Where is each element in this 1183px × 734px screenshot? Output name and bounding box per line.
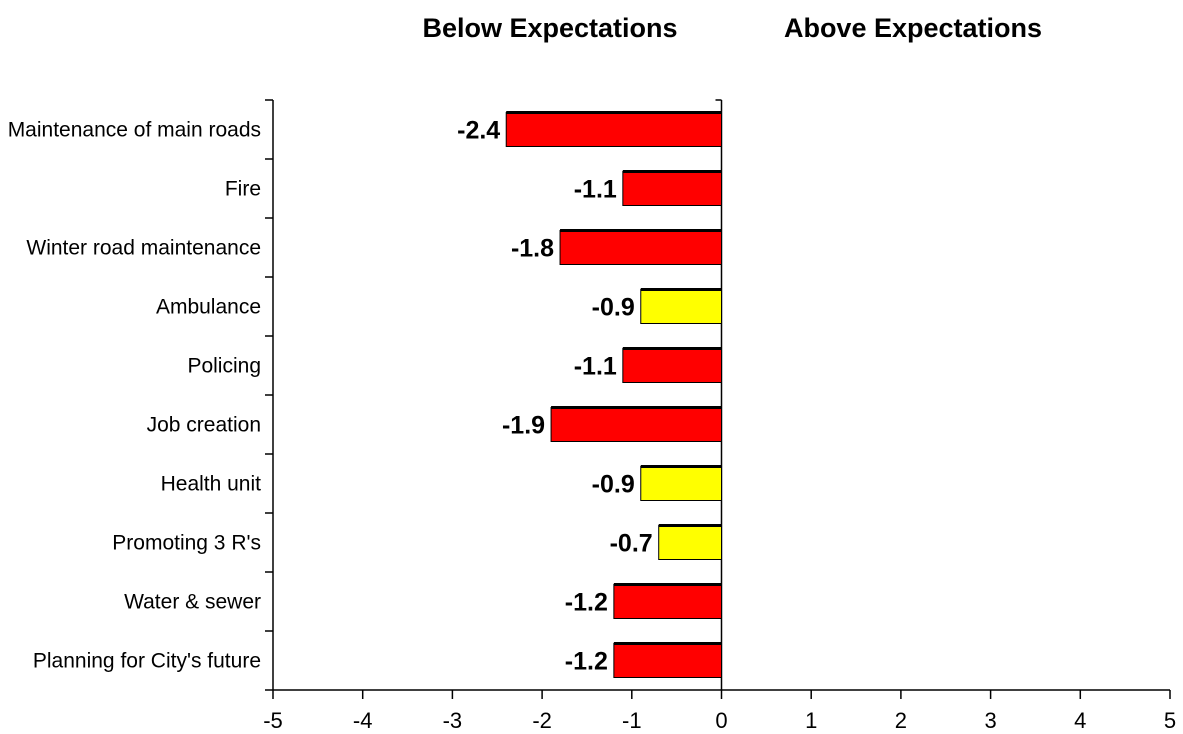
bar (550, 407, 722, 442)
bar-value-label: -0.9 (592, 471, 635, 499)
category-label: Promoting 3 R's (112, 532, 261, 555)
category-label: Job creation (147, 414, 261, 437)
x-tick-label: 3 (984, 708, 996, 733)
category-label: Winter road maintenance (26, 237, 261, 260)
bar (640, 466, 723, 501)
bar (658, 525, 723, 560)
bar (505, 112, 722, 147)
category-label: Health unit (161, 473, 262, 496)
x-tick-label: 1 (805, 708, 817, 733)
category-label: Maintenance of main roads (8, 119, 261, 142)
x-tick-label: -5 (263, 708, 283, 733)
header-below-expectations: Below Expectations (422, 13, 677, 43)
category-label: Policing (187, 355, 261, 378)
bar-value-label: -0.9 (592, 294, 635, 322)
bar (622, 171, 723, 206)
bar (613, 643, 722, 678)
bar-value-label: -1.9 (502, 412, 545, 440)
bar (613, 584, 722, 619)
bar (559, 230, 722, 265)
bar (622, 348, 723, 383)
category-label: Planning for City's future (33, 650, 261, 673)
x-tick-label: -4 (353, 708, 373, 733)
category-label: Ambulance (156, 296, 261, 319)
bar-value-label: -1.1 (574, 176, 617, 204)
x-tick-label: 2 (895, 708, 907, 733)
x-tick-label: -1 (622, 708, 642, 733)
x-tick-label: 0 (715, 708, 727, 733)
bar-value-label: -1.2 (565, 589, 608, 617)
x-tick-label: -3 (443, 708, 463, 733)
bar-value-label: -1.1 (574, 353, 617, 381)
category-label: Water & sewer (124, 591, 261, 614)
bar (640, 289, 723, 324)
bar-value-label: -0.7 (610, 530, 653, 558)
category-label: Fire (225, 178, 261, 201)
x-tick-label: 5 (1164, 708, 1176, 733)
plot-area: -5 -4 -3 -2 -1 0 1 2 3 4 5 -2.4 Maintenance of main … (8, 99, 1176, 733)
bar-value-label: -1.2 (565, 648, 608, 676)
header-above-expectations: Above Expectations (784, 13, 1042, 43)
x-tick-label: 4 (1074, 708, 1086, 733)
bar-value-label: -2.4 (457, 117, 500, 145)
x-tick-label: -2 (532, 708, 552, 733)
bar-value-label: -1.8 (511, 235, 554, 263)
